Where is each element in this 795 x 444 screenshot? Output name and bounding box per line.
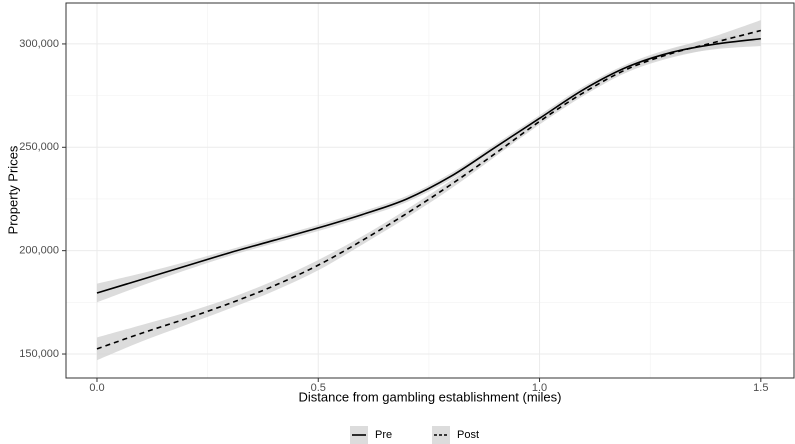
confidence-band [96,20,761,361]
legend-label: Pre [375,429,392,441]
x-tick-label: 0.0 [89,382,104,394]
panel-border [65,2,795,379]
line [96,37,761,294]
y-tick-label: 250,000 [19,141,59,153]
x-tick-label: 1.5 [753,382,768,394]
legend-label: Post [457,429,479,441]
y-axis-title: Property Prices [5,145,20,234]
x-tick-label: 0.5 [311,382,326,394]
x-axis-title: Distance from gambling establishment (mi… [299,389,562,404]
confidence-band [96,31,761,303]
y-tick-label: 150,000 [19,348,59,360]
x-tick-label: 1.0 [532,382,547,394]
y-tick-label: 300,000 [19,38,59,50]
y-tick-label: 200,000 [19,245,59,257]
